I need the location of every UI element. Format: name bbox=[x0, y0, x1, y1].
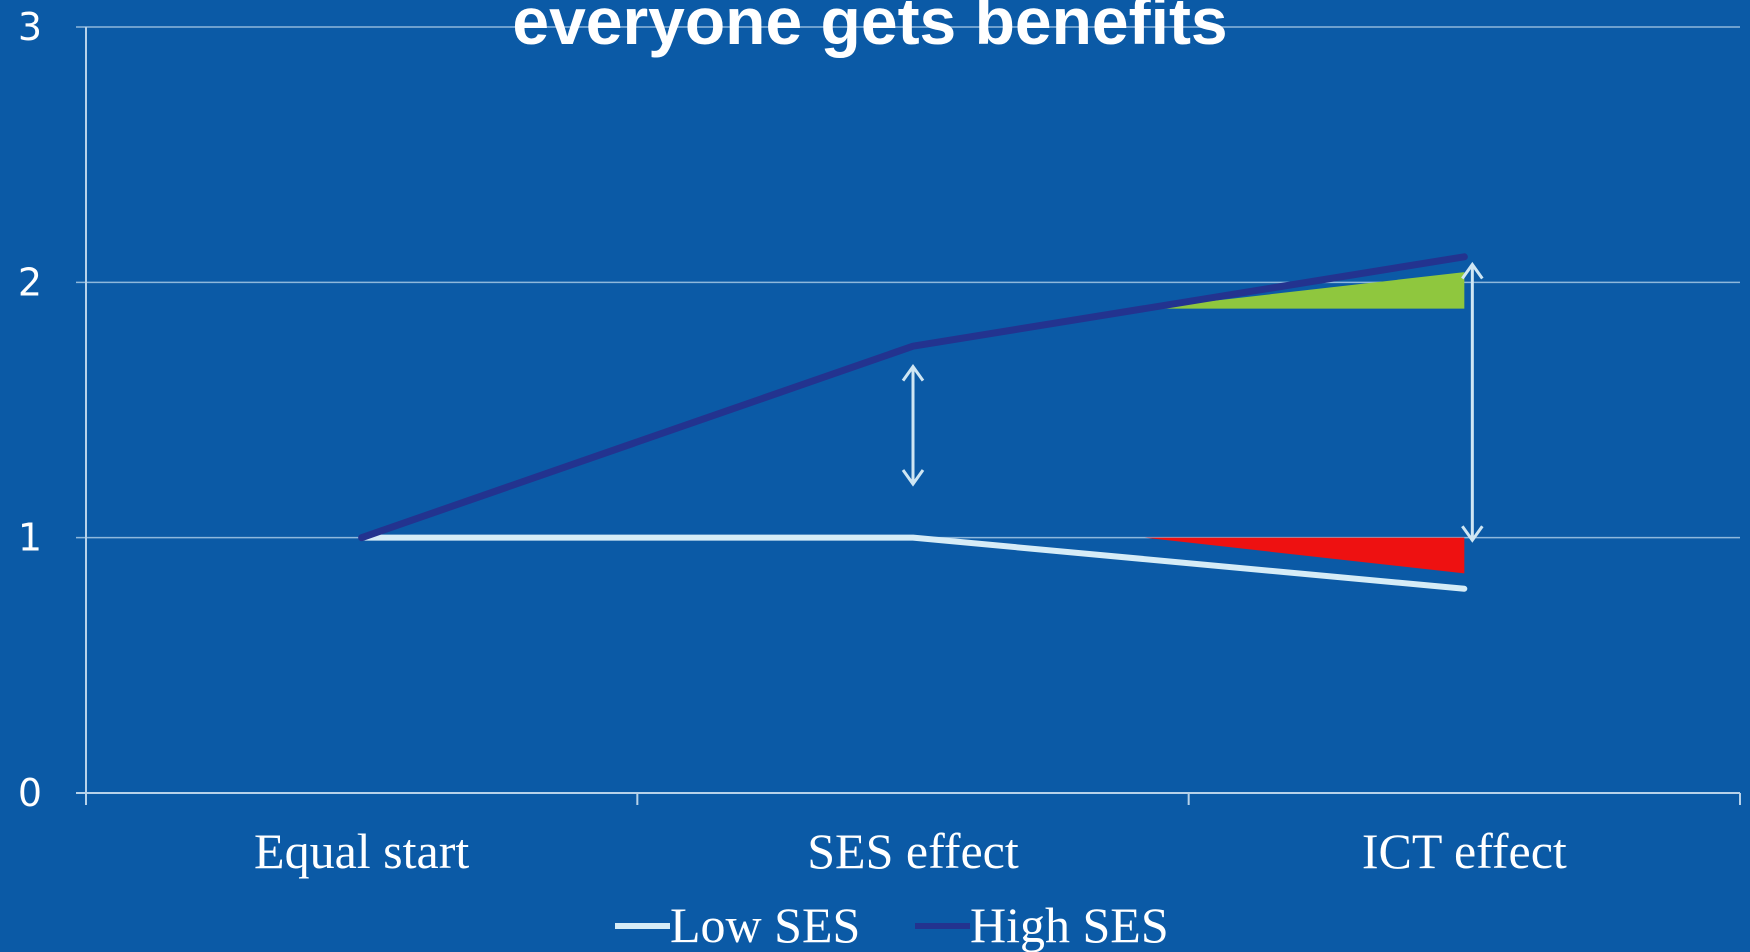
y-tick-label-3: 3 bbox=[18, 5, 42, 49]
ses-gap-arrow-head-top bbox=[901, 364, 925, 382]
ict-gap-arrow-head-top bbox=[1461, 261, 1484, 280]
legend: Low SES High SES bbox=[615, 897, 1169, 952]
ict-gap-arrow bbox=[1461, 261, 1484, 543]
gridlines bbox=[76, 26, 1740, 794]
x-tick-label-1: SES effect bbox=[807, 823, 1019, 879]
y-tick-label-0: 0 bbox=[18, 771, 42, 815]
red-loss-wedge bbox=[1144, 537, 1465, 574]
y-tick-label-1: 1 bbox=[18, 516, 42, 560]
ses-gap-arrow-head-bottom bbox=[901, 469, 925, 487]
green-gain-wedge bbox=[1144, 272, 1465, 309]
gap-arrows bbox=[901, 261, 1484, 543]
legend-label-0: Low SES bbox=[670, 897, 860, 952]
axes bbox=[76, 27, 1741, 805]
chart-title: everyone gets benefits bbox=[512, 0, 1227, 58]
tick-labels: 0 1 2 3 Equal start SES effect ICT effect bbox=[18, 5, 1567, 879]
series-lines bbox=[358, 253, 1468, 592]
legend-label-1: High SES bbox=[970, 897, 1169, 952]
x-tick-label-2: ICT effect bbox=[1362, 823, 1567, 879]
ict-gap-arrow-head-bottom bbox=[1461, 525, 1484, 543]
y-tick-label-2: 2 bbox=[18, 260, 42, 304]
ses-gap-arrow bbox=[901, 364, 925, 487]
x-tick-label-0: Equal start bbox=[254, 823, 469, 879]
highlight-wedges bbox=[1144, 272, 1465, 574]
